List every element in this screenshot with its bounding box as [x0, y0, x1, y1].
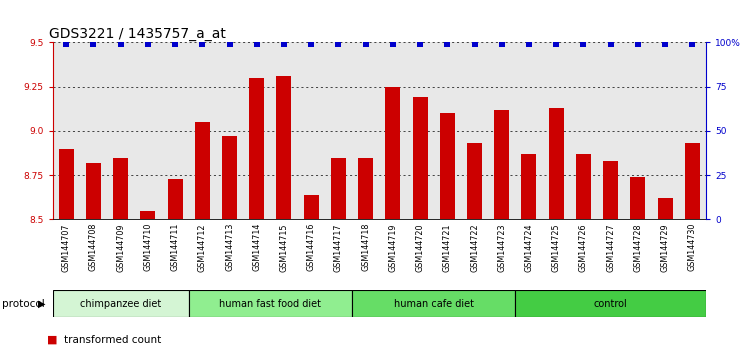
Point — [414, 41, 426, 47]
Text: GSM144721: GSM144721 — [443, 223, 452, 272]
Bar — [140, 211, 155, 219]
Point — [142, 41, 154, 47]
Point — [169, 41, 181, 47]
Point — [115, 41, 127, 47]
Point — [333, 41, 345, 47]
Point — [251, 41, 263, 47]
Bar — [195, 122, 210, 219]
Text: GSM144722: GSM144722 — [470, 223, 479, 272]
Text: ▶: ▶ — [38, 298, 45, 309]
Text: GSM144729: GSM144729 — [661, 223, 670, 272]
Text: GSM144711: GSM144711 — [170, 223, 179, 272]
Point — [523, 41, 535, 47]
Point — [224, 41, 236, 47]
Bar — [630, 177, 645, 219]
Text: ■: ■ — [47, 335, 58, 345]
Text: GDS3221 / 1435757_a_at: GDS3221 / 1435757_a_at — [50, 28, 226, 41]
Bar — [303, 195, 318, 219]
Point — [578, 41, 590, 47]
Text: GSM144718: GSM144718 — [361, 223, 370, 272]
Bar — [249, 78, 264, 219]
Point — [305, 41, 317, 47]
Text: GSM144723: GSM144723 — [497, 223, 506, 272]
Bar — [494, 110, 509, 219]
Bar — [113, 158, 128, 219]
Point — [60, 41, 72, 47]
Text: chimpanzee diet: chimpanzee diet — [80, 298, 161, 309]
Point — [659, 41, 671, 47]
Text: transformed count: transformed count — [64, 335, 161, 345]
Bar — [603, 161, 618, 219]
Text: GSM144712: GSM144712 — [198, 223, 207, 272]
Point — [196, 41, 208, 47]
Bar — [53, 290, 189, 317]
Text: GSM144717: GSM144717 — [334, 223, 343, 272]
Point — [469, 41, 481, 47]
Text: protocol: protocol — [2, 298, 44, 309]
Text: human fast food diet: human fast food diet — [219, 298, 321, 309]
Bar — [658, 198, 673, 219]
Text: GSM144727: GSM144727 — [606, 223, 615, 272]
Text: GSM144708: GSM144708 — [89, 223, 98, 272]
Bar — [467, 143, 482, 219]
Bar — [440, 113, 455, 219]
Point — [686, 41, 698, 47]
Point — [550, 41, 562, 47]
Bar — [576, 154, 591, 219]
Text: GSM144730: GSM144730 — [688, 223, 697, 272]
Bar — [331, 158, 346, 219]
Bar — [521, 154, 536, 219]
Text: GSM144726: GSM144726 — [579, 223, 588, 272]
Point — [496, 41, 508, 47]
Text: GSM144709: GSM144709 — [116, 223, 125, 272]
Bar — [222, 136, 237, 219]
Bar — [167, 179, 182, 219]
Text: GSM144720: GSM144720 — [415, 223, 424, 272]
Text: GSM144728: GSM144728 — [633, 223, 642, 272]
Point — [442, 41, 454, 47]
Point — [387, 41, 399, 47]
Point — [605, 41, 617, 47]
Point — [278, 41, 290, 47]
Bar — [276, 76, 291, 219]
Text: GSM144725: GSM144725 — [552, 223, 561, 272]
Bar — [685, 143, 700, 219]
Bar — [412, 97, 427, 219]
Text: GSM144724: GSM144724 — [524, 223, 533, 272]
Text: GSM144715: GSM144715 — [279, 223, 288, 272]
Bar — [385, 87, 400, 219]
Bar — [352, 290, 515, 317]
Text: GSM144719: GSM144719 — [388, 223, 397, 272]
Bar — [189, 290, 352, 317]
Text: human cafe diet: human cafe diet — [394, 298, 474, 309]
Bar — [515, 290, 706, 317]
Text: GSM144713: GSM144713 — [225, 223, 234, 272]
Text: GSM144707: GSM144707 — [62, 223, 71, 272]
Bar — [59, 149, 74, 219]
Point — [360, 41, 372, 47]
Point — [632, 41, 644, 47]
Text: GSM144716: GSM144716 — [306, 223, 315, 272]
Text: GSM144710: GSM144710 — [143, 223, 152, 272]
Bar — [358, 158, 373, 219]
Bar — [549, 108, 564, 219]
Text: GSM144714: GSM144714 — [252, 223, 261, 272]
Text: control: control — [594, 298, 628, 309]
Point — [87, 41, 99, 47]
Bar — [86, 163, 101, 219]
